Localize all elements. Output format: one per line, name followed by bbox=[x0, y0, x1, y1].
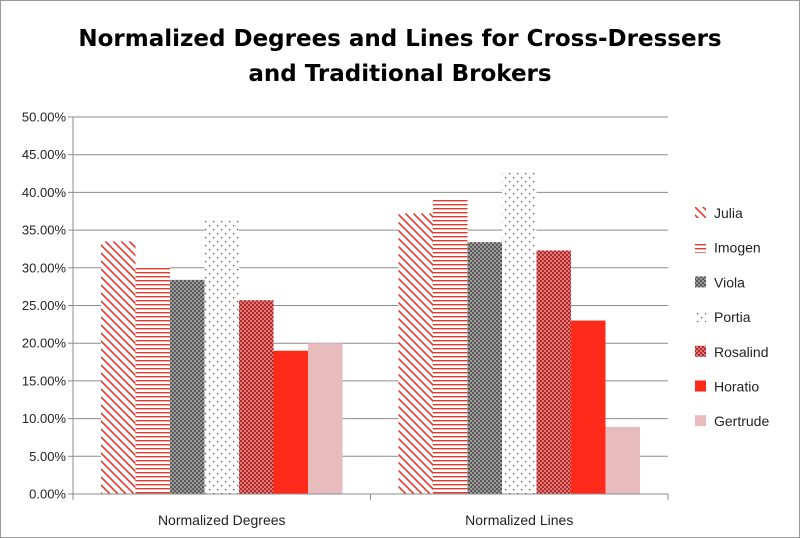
legend-label: Rosalind bbox=[714, 344, 768, 360]
legend-label: Julia bbox=[714, 205, 743, 221]
y-tick-label: 40.00% bbox=[22, 185, 67, 200]
y-tick-label: 50.00% bbox=[22, 110, 67, 125]
legend-swatch bbox=[695, 311, 706, 323]
bar-julia-2 bbox=[398, 213, 433, 494]
legend-item-horatio: Horatio bbox=[695, 379, 759, 395]
bar-viola-2 bbox=[467, 242, 502, 494]
y-tick-label: 5.00% bbox=[29, 449, 66, 464]
legend-label: Viola bbox=[714, 274, 745, 290]
bar-viola-1 bbox=[170, 279, 205, 494]
bar-horatio-1 bbox=[273, 350, 308, 494]
chart-title-line-1: Normalized Degrees and Lines for Cross-D… bbox=[78, 26, 722, 52]
legend-label: Portia bbox=[714, 309, 751, 325]
x-category-label: Normalized Lines bbox=[465, 512, 573, 528]
bar-imogen-2 bbox=[433, 197, 468, 495]
y-tick-label: 0.00% bbox=[29, 487, 66, 502]
bar-gertrude-2 bbox=[605, 426, 640, 494]
legend-item-gertrude: Gertrude bbox=[695, 413, 769, 429]
bar-julia-1 bbox=[101, 241, 136, 494]
legend-swatch bbox=[695, 276, 706, 288]
legend-label: Imogen bbox=[714, 240, 761, 256]
chart-title-line-2: and Traditional Brokers bbox=[248, 61, 552, 87]
y-tick-label: 30.00% bbox=[22, 260, 67, 275]
y-tick-label: 20.00% bbox=[22, 336, 67, 351]
legend-item-rosalind: Rosalind bbox=[695, 344, 768, 360]
bar-portia-2 bbox=[502, 171, 537, 494]
bar-portia-1 bbox=[204, 220, 239, 494]
legend-swatch bbox=[695, 415, 706, 427]
bar-imogen-1 bbox=[135, 266, 170, 494]
legend-label: Gertrude bbox=[714, 413, 769, 429]
y-axis-tick-labels: 0.00% 5.00% 10.00% 15.00% 20.00% 25.00% 30.00%… bbox=[22, 110, 67, 502]
legend-swatch bbox=[695, 207, 706, 218]
y-tick-label: 45.00% bbox=[22, 147, 67, 162]
legend-swatch bbox=[695, 345, 706, 357]
bar-rosalind-2 bbox=[536, 250, 571, 494]
y-tick-label: 35.00% bbox=[22, 223, 67, 238]
y-tick-label: 15.00% bbox=[22, 373, 67, 388]
legend-item-imogen: Imogen bbox=[695, 240, 761, 256]
legend-swatch bbox=[695, 380, 706, 392]
legend: Julia Imogen Viola Portia Rosalind Horatio Ger… bbox=[695, 205, 769, 429]
legend-swatch bbox=[695, 241, 706, 253]
bar-rosalind-1 bbox=[239, 300, 274, 494]
chart-title: Normalized Degrees and Lines for Cross-D… bbox=[0, 22, 800, 92]
bar-horatio-2 bbox=[571, 320, 606, 494]
y-tick-label: 25.00% bbox=[22, 298, 67, 313]
y-tick-label: 10.00% bbox=[22, 411, 67, 426]
x-axis-category-labels: Normalized Degrees Normalized Lines bbox=[158, 512, 573, 528]
axes bbox=[68, 116, 669, 500]
legend-item-portia: Portia bbox=[695, 309, 751, 325]
x-category-label: Normalized Degrees bbox=[158, 512, 286, 528]
bar-gertrude-1 bbox=[308, 343, 343, 494]
bars bbox=[101, 171, 640, 495]
legend-label: Horatio bbox=[714, 379, 759, 395]
legend-item-julia: Julia bbox=[695, 205, 743, 221]
legend-item-viola: Viola bbox=[695, 274, 745, 290]
